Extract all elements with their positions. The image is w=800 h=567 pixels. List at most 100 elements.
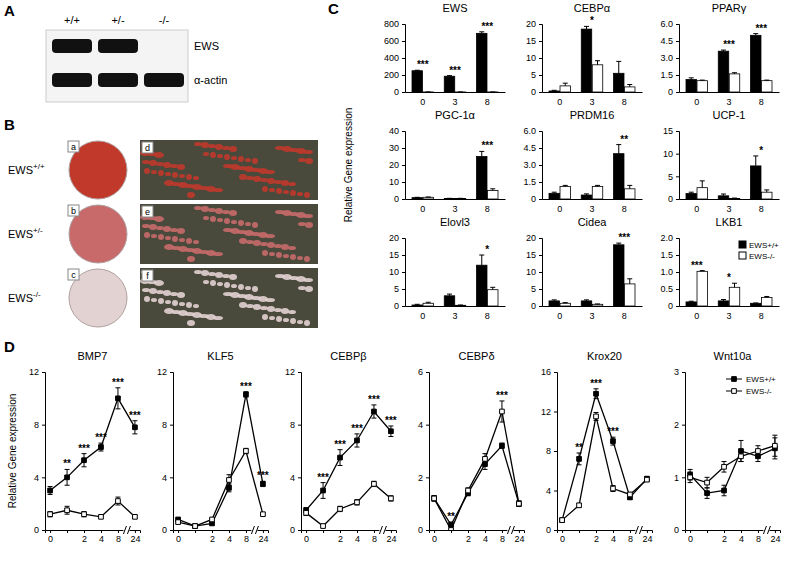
y-tick: 10: [389, 177, 405, 187]
tick-label: 1.0: [660, 267, 673, 277]
bar: [560, 303, 570, 306]
tick-label: 15: [389, 250, 399, 260]
error-cap: [482, 469, 487, 470]
axis-line: [543, 92, 643, 93]
error-bar: [738, 440, 743, 461]
error-cap: [552, 299, 557, 300]
marker: [261, 482, 266, 487]
error-bar: [338, 450, 343, 466]
tick-label: 0: [304, 534, 309, 544]
series-line: [690, 446, 775, 483]
image-label: e: [145, 207, 150, 217]
marker: [611, 439, 616, 444]
x-tick: 4: [227, 530, 232, 544]
series-line: [50, 398, 135, 490]
staining-row: EWS+/+ad: [8, 140, 318, 200]
tick-mark: [50, 530, 51, 533]
y-axis: 00.51.01.52.0: [660, 233, 679, 311]
y-tick: 10: [389, 267, 405, 277]
marker: [645, 476, 650, 481]
axis-line: [539, 25, 543, 93]
stain-dot: [177, 228, 185, 234]
stain-dot: [151, 234, 157, 238]
y-tick: 0: [531, 194, 542, 204]
error-bar: [552, 300, 557, 301]
tick-label: 0: [557, 204, 562, 214]
series-line: [690, 448, 775, 493]
error-bar: [594, 412, 599, 420]
tick-mark: [402, 255, 405, 256]
stain-dot: [158, 298, 164, 304]
plot-area: [549, 243, 635, 306]
stain-dot: [194, 206, 202, 210]
marker: [82, 512, 87, 517]
tick-mark: [84, 530, 85, 533]
tick-label: 8: [116, 534, 121, 544]
error-bar: [627, 185, 632, 188]
marker: [244, 392, 249, 397]
stain-dot: [245, 158, 251, 162]
chart-title: PRDM16: [570, 109, 615, 121]
axis-break: [383, 526, 386, 534]
tick-mark: [676, 306, 679, 307]
axis-line: [406, 92, 506, 93]
stain-dot: [274, 180, 282, 184]
y-tick: 4: [546, 486, 557, 496]
x-tick: 8: [628, 530, 633, 544]
x-tick: 3: [589, 92, 594, 107]
stain-dot: [260, 178, 268, 182]
error-cap: [499, 422, 504, 423]
series-line: [434, 446, 519, 525]
y-tick: 15: [526, 250, 542, 260]
tick-label: 8: [244, 534, 249, 544]
tick-label: 12: [157, 367, 167, 377]
error-bar: [354, 434, 359, 447]
marker: [372, 409, 377, 414]
error-bar: [516, 501, 521, 506]
error-cap: [226, 485, 231, 486]
bar: [718, 196, 728, 199]
tick-mark: [554, 372, 557, 373]
axis-line: [406, 199, 506, 200]
error-bar: [98, 443, 103, 451]
dish-label: c: [71, 270, 76, 280]
stain-dot: [186, 302, 192, 308]
stain-dot: [297, 192, 303, 196]
error-bar: [304, 510, 309, 515]
y-tick: 0: [531, 87, 542, 97]
legend: EWS+/+EWS-/-: [739, 241, 779, 261]
error-bar: [243, 392, 248, 397]
x-tick: 0: [557, 92, 562, 107]
series-line: [562, 394, 647, 520]
tick-label: 30: [389, 143, 399, 153]
error-bar: [584, 26, 589, 29]
error-cap: [490, 287, 495, 288]
tick-label: 0: [418, 525, 423, 535]
significance: ***: [618, 232, 630, 243]
y-tick: 0: [668, 87, 679, 97]
stain-dot: [246, 240, 254, 244]
error-bar: [563, 185, 568, 186]
error-cap: [627, 278, 632, 279]
stain-dot: [208, 272, 216, 276]
tick-label: 6.0: [523, 126, 536, 136]
marker: [722, 488, 727, 493]
tick-label: 0: [531, 194, 536, 204]
bar: [423, 197, 433, 199]
band: [52, 73, 92, 87]
stain-dot: [252, 222, 258, 228]
y-tick: 0: [34, 525, 45, 535]
tick-label: 4.5: [660, 36, 673, 46]
significance: ***: [112, 377, 124, 388]
legend-label: EWS-/-: [746, 387, 772, 396]
label-box: [68, 141, 79, 152]
tick-mark: [682, 425, 685, 426]
tick-label: 0: [420, 204, 425, 214]
error-cap: [65, 514, 70, 515]
y-tick: 4: [418, 420, 429, 430]
tick-label: 12: [285, 367, 295, 377]
stain-dot: [304, 256, 310, 262]
chart-title: Krox20: [587, 350, 622, 362]
tick-label: 0: [668, 87, 673, 97]
tick-label: 0: [668, 301, 673, 311]
